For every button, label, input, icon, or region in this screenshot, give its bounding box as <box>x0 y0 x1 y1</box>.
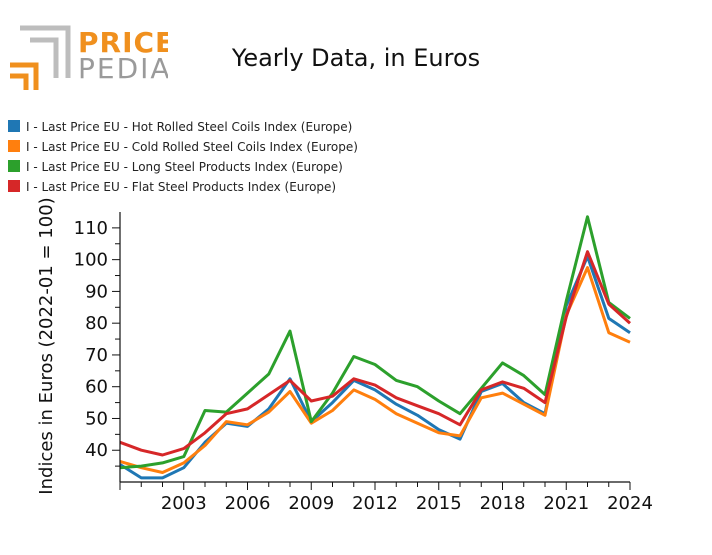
y-tick-label: 80 <box>85 313 108 334</box>
y-axis: 40 50 60 70 80 90 100 110 <box>74 212 121 482</box>
legend: I - Last Price EU - Hot Rolled Steel Coi… <box>8 120 358 194</box>
legend-swatch <box>8 180 20 192</box>
x-tick-label: 2012 <box>352 493 398 514</box>
x-axis: 2003 2006 2009 2012 2015 2018 2021 2024 <box>119 481 653 514</box>
legend-swatch <box>8 140 20 152</box>
y-tick-label: 50 <box>85 408 108 429</box>
series-line-4 <box>119 250 632 457</box>
y-tick-label: 70 <box>85 345 108 366</box>
logo-text-price: PRICE <box>78 26 168 59</box>
legend-label: I - Last Price EU - Long Steel Products … <box>26 160 343 174</box>
y-tick-label: 90 <box>85 281 108 302</box>
x-tick-label: 2021 <box>543 493 589 514</box>
logo-text-pedia: PEDIA <box>78 52 168 85</box>
series-line-3 <box>119 215 631 470</box>
legend-swatch <box>8 120 20 132</box>
y-tick-label: 110 <box>74 218 108 239</box>
x-tick-label: 2009 <box>288 493 334 514</box>
x-tick-label: 2003 <box>161 493 207 514</box>
pricepedia-logo: PRICE PEDIA <box>10 25 168 90</box>
y-tick-label: 40 <box>85 440 108 461</box>
x-tick-label: 2015 <box>416 493 462 514</box>
legend-label: I - Last Price EU - Cold Rolled Steel Co… <box>26 140 358 154</box>
x-tick-label: 2006 <box>225 493 271 514</box>
y-tick-label: 60 <box>85 377 108 398</box>
y-axis-label: Indices in Euros (2022-01 = 100) <box>36 197 57 494</box>
chart-title: Yearly Data, in Euros <box>231 44 480 72</box>
legend-label: I - Last Price EU - Flat Steel Products … <box>26 180 336 194</box>
legend-label: I - Last Price EU - Hot Rolled Steel Coi… <box>26 120 352 134</box>
legend-swatch <box>8 160 20 172</box>
logo-mark-icon <box>10 25 71 90</box>
x-tick-label: 2018 <box>480 493 526 514</box>
y-tick-label: 100 <box>74 250 108 271</box>
plot-area <box>119 215 632 480</box>
x-tick-label: 2024 <box>607 493 653 514</box>
series-line-2 <box>119 266 631 474</box>
